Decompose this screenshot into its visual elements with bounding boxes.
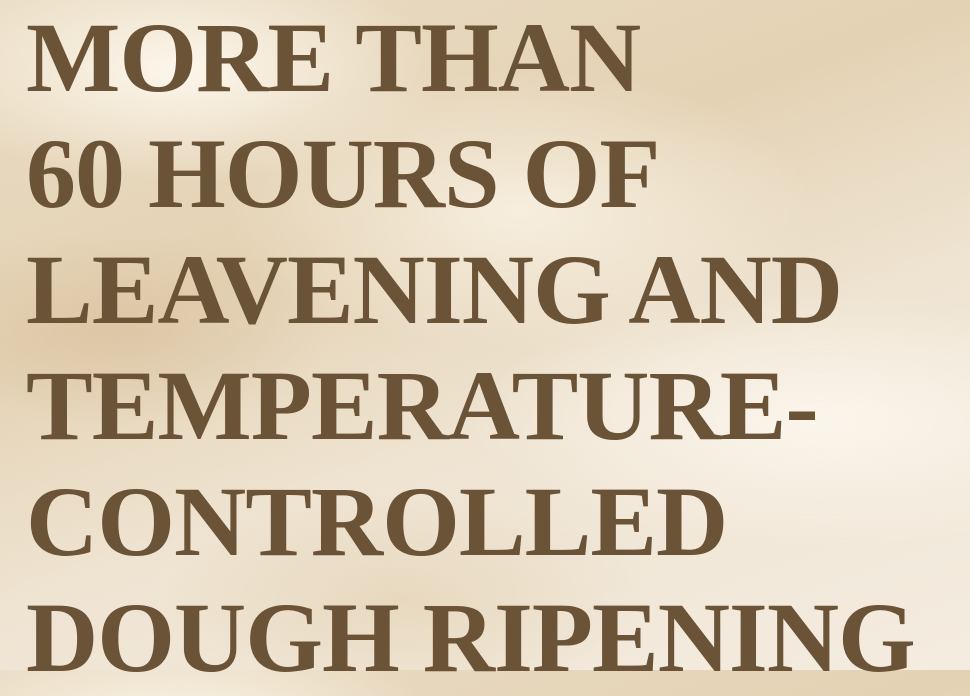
heading-line: CONTROLLED [26,466,728,577]
heading-line: TEMPERATURE- [26,350,819,461]
heading-line: DOUGH RIPENING [26,582,916,693]
heading-line: LEAVENING AND [26,234,843,345]
heading-line: 60 HOURS OF [26,118,660,229]
heading-line: MORE THAN [26,2,641,113]
heading: MORE THAN 60 HOURS OF LEAVENING AND TEMPERA… [26,0,916,696]
